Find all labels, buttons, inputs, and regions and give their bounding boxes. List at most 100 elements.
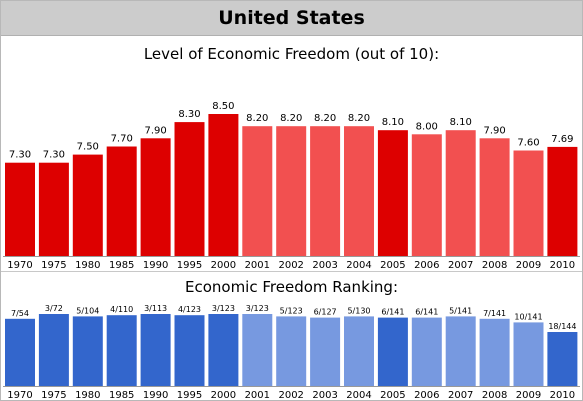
ranking-bar-1990 bbox=[140, 314, 171, 386]
freedom-value-label: 7.30 bbox=[9, 150, 31, 161]
freedom-value-label: 8.20 bbox=[314, 113, 336, 124]
freedom-bar-2007 bbox=[445, 130, 476, 256]
ranking-tick-label: 1980 bbox=[75, 390, 100, 400]
ranking-value-label: 10/141 bbox=[514, 312, 542, 321]
freedom-value-label: 8.30 bbox=[178, 109, 200, 120]
freedom-value-label: 7.69 bbox=[551, 134, 573, 145]
freedom-value-label: 8.50 bbox=[212, 101, 234, 112]
ranking-value-label: 5/141 bbox=[449, 306, 472, 315]
freedom-bar-1985 bbox=[106, 146, 137, 256]
freedom-value-label: 7.50 bbox=[77, 142, 99, 153]
ranking-value-label: 3/123 bbox=[212, 304, 235, 313]
freedom-tick-label: 1990 bbox=[143, 260, 168, 271]
ranking-value-label: 5/130 bbox=[347, 306, 370, 315]
ranking-bar-1980 bbox=[72, 316, 103, 386]
ranking-value-label: 18/144 bbox=[548, 322, 576, 331]
freedom-bar-2005 bbox=[377, 130, 408, 256]
ranking-tick-label: 2002 bbox=[278, 390, 303, 400]
ranking-bar-1985 bbox=[106, 315, 137, 386]
freedom-value-label: 7.90 bbox=[144, 125, 166, 136]
freedom-value-label: 8.20 bbox=[280, 113, 302, 124]
freedom-bar-2001 bbox=[242, 126, 273, 256]
ranking-bar-2008 bbox=[479, 318, 510, 386]
ranking-value-label: 6/141 bbox=[381, 308, 404, 317]
ranking-bar-2003 bbox=[310, 317, 341, 386]
freedom-tick-label: 2009 bbox=[516, 260, 541, 271]
header-bar: United States bbox=[1, 1, 582, 36]
freedom-bar-2006 bbox=[411, 134, 442, 256]
ranking-tick-label: 1975 bbox=[41, 390, 66, 400]
ranking-value-label: 3/113 bbox=[144, 304, 167, 313]
freedom-tick-label: 2000 bbox=[211, 260, 236, 271]
ranking-tick-label: 2010 bbox=[550, 390, 575, 400]
ranking-value-label: 4/110 bbox=[110, 305, 133, 314]
freedom-tick-label: 1980 bbox=[75, 260, 100, 271]
freedom-value-label: 8.00 bbox=[416, 121, 438, 132]
page-title: United States bbox=[218, 7, 365, 29]
ranking-bar-2009 bbox=[513, 322, 544, 386]
freedom-bar-2000 bbox=[208, 114, 239, 256]
freedom-value-label: 7.60 bbox=[517, 138, 539, 149]
freedom-tick-label: 1975 bbox=[41, 260, 66, 271]
ranking-tick-label: 1995 bbox=[177, 390, 202, 400]
ranking-tick-label: 2005 bbox=[380, 390, 405, 400]
ranking-bar-2005 bbox=[377, 317, 408, 386]
ranking-tick-label: 2004 bbox=[346, 390, 371, 400]
ranking-tick-label: 2007 bbox=[448, 390, 473, 400]
freedom-tick-label: 2008 bbox=[482, 260, 507, 271]
freedom-tick-label: 2010 bbox=[550, 260, 575, 271]
ranking-value-label: 3/72 bbox=[45, 304, 63, 313]
ranking-value-label: 6/141 bbox=[415, 308, 438, 317]
freedom-value-label: 7.70 bbox=[111, 134, 133, 145]
ranking-tick-label: 1985 bbox=[109, 390, 134, 400]
ranking-chart-title: Economic Freedom Ranking: bbox=[184, 278, 399, 296]
ranking-value-label: 6/127 bbox=[314, 308, 337, 317]
ranking-tick-label: 1990 bbox=[143, 390, 168, 400]
freedom-bar-2008 bbox=[479, 138, 510, 256]
ranking-tick-label: 2001 bbox=[245, 390, 270, 400]
freedom-value-label: 8.10 bbox=[450, 117, 472, 128]
freedom-bar-1975 bbox=[38, 162, 69, 256]
freedom-tick-label: 2001 bbox=[245, 260, 270, 271]
section-divider bbox=[1, 271, 582, 272]
ranking-bar-1975 bbox=[38, 314, 69, 386]
ranking-value-label: 5/123 bbox=[280, 306, 303, 315]
freedom-bar-2010 bbox=[547, 146, 578, 256]
freedom-bar-2004 bbox=[344, 126, 374, 256]
freedom-bar-2003 bbox=[310, 126, 341, 256]
ranking-value-label: 3/123 bbox=[246, 304, 269, 313]
freedom-tick-label: 2006 bbox=[414, 260, 439, 271]
ranking-value-label: 5/104 bbox=[76, 306, 99, 315]
ranking-bar-2006 bbox=[411, 317, 442, 386]
ranking-bar-1970 bbox=[5, 318, 35, 386]
freedom-bar-2009 bbox=[513, 150, 544, 256]
ranking-value-label: 7/141 bbox=[483, 309, 506, 318]
freedom-tick-label: 1995 bbox=[177, 260, 202, 271]
ranking-tick-label: 1970 bbox=[7, 390, 32, 400]
ranking-value-label: 4/123 bbox=[178, 305, 201, 314]
freedom-tick-label: 1970 bbox=[7, 260, 32, 271]
ranking-bar-2002 bbox=[276, 316, 307, 386]
freedom-bar-1995 bbox=[174, 122, 205, 256]
ranking-tick-label: 2000 bbox=[211, 390, 236, 400]
freedom-tick-label: 2005 bbox=[380, 260, 405, 271]
ranking-bar-2001 bbox=[242, 314, 273, 386]
freedom-tick-label: 2003 bbox=[312, 260, 337, 271]
ranking-tick-label: 2003 bbox=[312, 390, 337, 400]
freedom-bar-2002 bbox=[276, 126, 307, 256]
ranking-bar-2004 bbox=[344, 316, 374, 386]
ranking-tick-label: 2009 bbox=[516, 390, 541, 400]
freedom-tick-label: 2002 bbox=[278, 260, 303, 271]
ranking-tick-label: 2006 bbox=[414, 390, 439, 400]
freedom-tick-label: 2004 bbox=[346, 260, 371, 271]
freedom-bar-1970 bbox=[5, 162, 35, 256]
freedom-value-label: 7.90 bbox=[483, 125, 505, 136]
ranking-value-label: 7/54 bbox=[11, 309, 29, 318]
ranking-bar-1995 bbox=[174, 315, 205, 386]
freedom-value-label: 8.20 bbox=[348, 113, 370, 124]
ranking-bar-2007 bbox=[445, 316, 476, 386]
ranking-tick-label: 2008 bbox=[482, 390, 507, 400]
freedom-tick-label: 2007 bbox=[448, 260, 473, 271]
